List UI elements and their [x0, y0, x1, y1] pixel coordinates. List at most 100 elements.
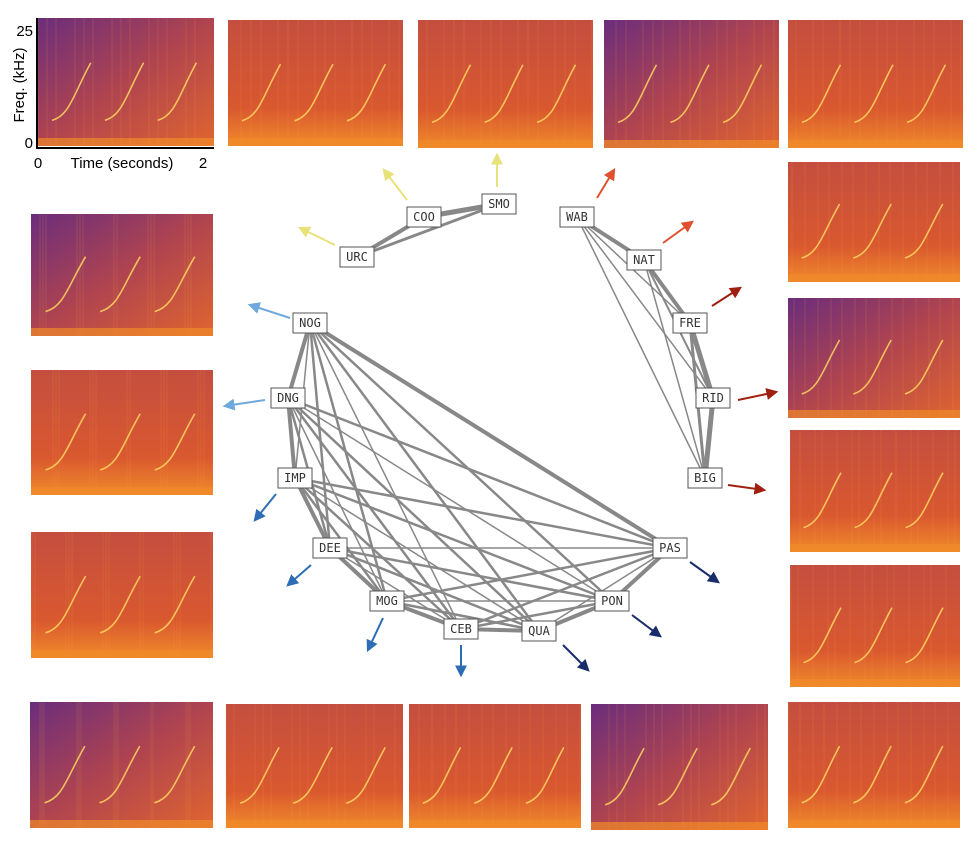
node-box — [443, 618, 479, 640]
node-box — [594, 590, 630, 612]
noise-floor — [31, 650, 213, 658]
node-label: PAS — [659, 541, 681, 555]
node-label: FRE — [679, 316, 701, 330]
call-contour — [658, 747, 698, 806]
node-box — [406, 206, 442, 228]
call-contour — [293, 747, 333, 804]
node-label: PON — [601, 594, 623, 608]
edge — [460, 546, 671, 631]
spectrogram — [788, 298, 960, 418]
arrow — [689, 561, 720, 584]
spectrogram — [31, 532, 213, 658]
call-contour — [722, 64, 763, 124]
arrow — [297, 226, 336, 246]
node-box — [521, 620, 557, 642]
edge — [460, 599, 613, 631]
call-contour — [604, 747, 645, 806]
call-contour — [801, 64, 842, 124]
y-label: Freq. (kHz) — [11, 47, 28, 122]
call-contour — [346, 63, 387, 122]
node-label: COO — [413, 210, 435, 224]
call-contour — [239, 747, 280, 804]
edge — [309, 322, 613, 602]
edge — [294, 476, 613, 603]
call-contour — [44, 745, 86, 804]
spectrogram — [31, 214, 213, 336]
spectrogram — [30, 702, 213, 828]
call-contour — [536, 64, 577, 124]
node-label: MOG — [376, 594, 398, 608]
spectrogram — [31, 370, 213, 495]
spectrogram — [418, 20, 593, 148]
node-label: BIG — [694, 471, 716, 485]
node-label: SMO — [488, 197, 510, 211]
spectrogram — [226, 704, 403, 828]
edge — [356, 202, 500, 259]
edge — [329, 546, 540, 633]
arrow — [382, 168, 408, 201]
axes: Freq. (kHz) 25 0 0 Time (seconds) 2 — [11, 18, 214, 172]
spectrogram — [228, 20, 403, 146]
arrow — [737, 388, 779, 401]
edge — [643, 259, 706, 479]
call-contour — [905, 607, 944, 664]
edge — [294, 477, 462, 630]
noise-floor — [790, 679, 960, 687]
x-tick: 2 — [199, 155, 207, 172]
edge — [308, 321, 672, 550]
node-label: DNG — [277, 391, 299, 405]
edge — [576, 216, 706, 479]
node-label: WAB — [566, 210, 588, 224]
call-contour — [853, 203, 892, 259]
node-box — [559, 206, 595, 228]
node-box — [292, 312, 328, 334]
arrow — [662, 220, 694, 244]
call-contour — [801, 339, 841, 395]
arrow — [711, 286, 743, 307]
noise-floor — [788, 820, 960, 828]
edge — [687, 322, 716, 399]
call-contour — [854, 472, 893, 529]
call-contour — [99, 745, 141, 804]
call-contour — [904, 745, 944, 804]
call-contour — [853, 745, 892, 804]
node-box — [626, 249, 662, 271]
node-box — [369, 590, 405, 612]
noise-floor — [30, 820, 213, 828]
call-contour — [803, 607, 842, 664]
call-contour — [154, 256, 196, 313]
call-contour — [154, 413, 196, 471]
call-contour — [904, 203, 944, 259]
arrow — [286, 564, 312, 587]
edge — [294, 477, 540, 632]
call-contour — [154, 575, 196, 634]
node-label: NAT — [633, 253, 655, 267]
call-contour — [45, 413, 87, 471]
call-contour — [154, 745, 196, 804]
call-contour — [346, 747, 386, 804]
spectrogram — [788, 162, 960, 282]
node-box — [312, 537, 348, 559]
node-label: RID — [702, 391, 724, 405]
node-label: URC — [346, 250, 368, 264]
spectrogram — [790, 430, 960, 552]
node-box — [481, 193, 517, 215]
arrow — [253, 493, 277, 522]
call-contour — [906, 64, 947, 124]
edge — [702, 397, 716, 479]
edge — [329, 546, 613, 603]
edge — [286, 397, 297, 479]
noise-floor — [788, 274, 960, 282]
call-contour — [854, 607, 893, 664]
edge — [287, 397, 613, 602]
arrow — [247, 302, 291, 319]
edge — [287, 396, 671, 550]
arrows — [222, 152, 779, 678]
arrow — [596, 167, 616, 199]
noise-floor — [418, 140, 593, 148]
spectrogram — [604, 20, 779, 148]
call-contour — [241, 63, 282, 122]
call-contour — [422, 747, 462, 804]
call-contour — [803, 472, 842, 529]
spectrogram — [790, 565, 960, 687]
